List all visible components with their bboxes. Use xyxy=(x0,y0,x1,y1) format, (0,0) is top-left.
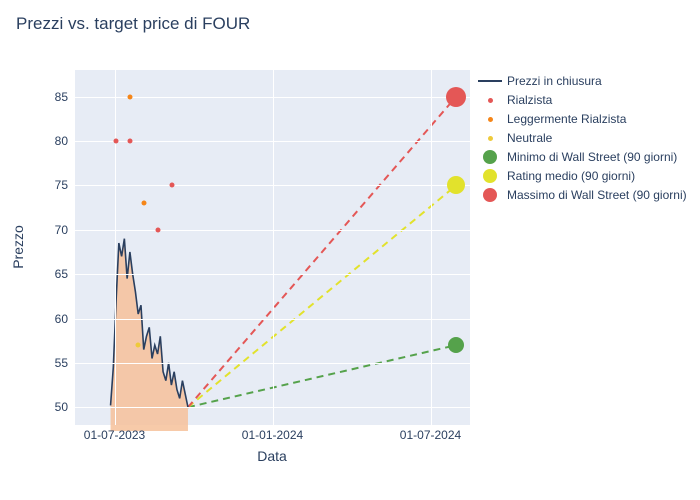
x-tick-label: 01-07-2024 xyxy=(400,428,461,442)
analyst-dot xyxy=(142,201,147,206)
grid-line xyxy=(431,70,432,425)
legend-item: Rating medio (90 giorni) xyxy=(475,168,687,184)
target-line-minimo xyxy=(188,345,456,407)
y-tick-label: 50 xyxy=(28,400,68,414)
legend-item: Minimo di Wall Street (90 giorni) xyxy=(475,149,687,165)
plot-area: 505560657075808501-07-202301-01-202401-0… xyxy=(75,70,470,425)
chart-title: Prezzi vs. target price di FOUR xyxy=(16,14,250,34)
y-tick-label: 85 xyxy=(28,90,68,104)
y-tick-label: 65 xyxy=(28,267,68,281)
target-dot-massimo xyxy=(446,87,466,107)
x-tick-label: 01-07-2023 xyxy=(84,428,145,442)
y-axis-label: Prezzo xyxy=(10,225,26,269)
analyst-dot xyxy=(136,343,141,348)
legend-label: Rialzista xyxy=(507,93,552,107)
x-tick-label: 01-01-2024 xyxy=(242,428,303,442)
legend-swatch xyxy=(475,136,505,141)
analyst-dot xyxy=(114,139,119,144)
analyst-dot xyxy=(128,94,133,99)
legend-swatch xyxy=(475,117,505,122)
target-line-rating_medio xyxy=(188,185,456,407)
legend-item: Neutrale xyxy=(475,130,687,146)
analyst-dot xyxy=(169,183,174,188)
analyst-dot xyxy=(128,139,133,144)
legend-swatch xyxy=(475,150,505,164)
grid-line xyxy=(273,70,274,425)
legend-label: Rating medio (90 giorni) xyxy=(507,169,635,183)
target-dot-minimo xyxy=(448,337,464,353)
legend-swatch xyxy=(475,188,505,202)
legend-label: Massimo di Wall Street (90 giorni) xyxy=(507,188,687,202)
legend-swatch xyxy=(475,98,505,103)
y-tick-label: 70 xyxy=(28,223,68,237)
legend-label: Prezzi in chiusura xyxy=(507,74,602,88)
legend-swatch xyxy=(475,80,505,82)
legend-item: Leggermente Rialzista xyxy=(475,111,687,127)
chart-container: Prezzi vs. target price di FOUR Prezzo D… xyxy=(0,0,700,500)
target-line-massimo xyxy=(188,97,456,408)
analyst-dot xyxy=(155,227,160,232)
legend-label: Minimo di Wall Street (90 giorni) xyxy=(507,150,677,164)
legend-label: Neutrale xyxy=(507,131,552,145)
legend: Prezzi in chiusura Rialzista Leggermente R… xyxy=(475,73,687,206)
y-tick-label: 80 xyxy=(28,134,68,148)
grid-line xyxy=(115,70,116,425)
legend-label: Leggermente Rialzista xyxy=(507,112,626,126)
x-axis-label: Data xyxy=(257,448,287,464)
target-dot-rating_medio xyxy=(447,176,465,194)
y-tick-label: 55 xyxy=(28,356,68,370)
y-tick-label: 75 xyxy=(28,178,68,192)
legend-item: Rialzista xyxy=(475,92,687,108)
legend-item: Massimo di Wall Street (90 giorni) xyxy=(475,187,687,203)
y-tick-label: 60 xyxy=(28,312,68,326)
legend-swatch xyxy=(475,169,505,183)
legend-item: Prezzi in chiusura xyxy=(475,73,687,89)
